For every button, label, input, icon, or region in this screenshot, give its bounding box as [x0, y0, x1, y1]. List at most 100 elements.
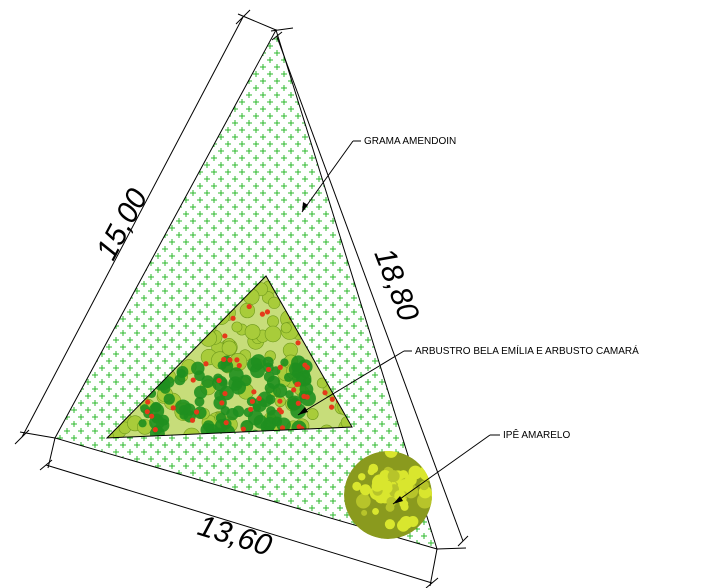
tree-leaf — [361, 509, 368, 516]
dimension-left — [14, 9, 277, 445]
flower-dot — [246, 303, 252, 310]
dark-shrub — [287, 395, 302, 411]
flower-dot — [240, 426, 246, 432]
callout-tree-label: IPÊ AMARELO — [503, 428, 570, 441]
tree-leaf — [404, 474, 417, 486]
dimension-right-label: 18,80 — [367, 244, 425, 326]
flower-dot — [219, 400, 225, 406]
dark-shrub — [194, 370, 205, 382]
tree-leaf — [387, 470, 400, 483]
shrub-clump — [264, 325, 282, 343]
shrub-clump — [266, 315, 279, 328]
shrub-clump — [119, 280, 132, 293]
flower-dot — [230, 315, 236, 321]
flower-dot — [236, 362, 242, 369]
dark-shrub — [193, 385, 208, 399]
tree-leaf — [368, 463, 379, 474]
tree-leaf — [356, 493, 371, 509]
flower-dot — [216, 377, 222, 384]
flower-dot — [249, 398, 255, 405]
flower-dot — [265, 366, 272, 373]
dark-shrub — [174, 399, 191, 416]
flower-dot — [295, 400, 301, 406]
tree-leaf — [385, 502, 395, 512]
shrub-clump — [231, 321, 243, 333]
shrub-clump — [268, 296, 281, 309]
dark-shrub — [272, 383, 288, 398]
tree-leaf — [358, 473, 366, 481]
shrub-clump — [221, 340, 237, 356]
flower-dot — [144, 409, 150, 415]
flower-dot — [152, 427, 158, 433]
flower-dot — [256, 395, 262, 402]
dark-shrub — [201, 375, 215, 389]
ipe-amarelo-tree-symbol — [344, 451, 432, 539]
dimension-left-label: 15,00 — [90, 183, 155, 265]
dark-shrub — [272, 416, 283, 427]
flower-dot — [222, 390, 228, 397]
flower-dot — [294, 381, 300, 388]
shrub-clump — [118, 276, 133, 286]
shrub-clump — [244, 324, 261, 340]
shrub-clump — [280, 322, 292, 334]
dimension-bottom — [39, 437, 439, 588]
callout-tree: IPÊ AMARELO — [392, 428, 570, 505]
dark-shrub — [257, 391, 274, 408]
dimension-right — [270, 27, 469, 550]
flower-dot — [277, 398, 283, 404]
flower-dot — [128, 282, 134, 289]
dark-shrub — [283, 372, 294, 382]
shrub-clump — [107, 298, 117, 312]
dark-shrub — [299, 382, 314, 397]
tree-leaf — [419, 480, 429, 491]
dimension-bottom-label: 13,60 — [194, 509, 276, 563]
flower-dot — [189, 417, 196, 423]
flower-dot — [264, 309, 271, 315]
flower-dot — [203, 361, 209, 367]
tree-leaf — [397, 519, 410, 532]
flower-dot — [277, 364, 283, 370]
tree-leaf — [384, 519, 396, 530]
flower-dot — [227, 357, 233, 363]
flower-dot — [328, 404, 335, 410]
flower-dot — [295, 340, 301, 346]
dark-shrub — [228, 367, 244, 383]
callout-shrubs: ARBUSTRO BELA EMÍLIA E ARBUSTO CAMARÁ — [297, 344, 639, 416]
dark-shrub — [138, 419, 147, 428]
flower-dot — [251, 389, 257, 395]
flower-dot — [276, 407, 283, 413]
flower-dot — [291, 387, 297, 393]
callout-grass: GRAMA AMENDOIN — [301, 136, 456, 213]
shrub-clump — [306, 408, 319, 421]
dark-shrub — [226, 407, 239, 421]
tree-leaf — [372, 507, 379, 515]
tree-leaf — [394, 490, 406, 502]
tree-leaf — [352, 481, 362, 491]
flower-dot — [170, 405, 176, 411]
dark-shrub — [158, 414, 170, 426]
flower-dot — [329, 396, 335, 402]
flower-dot — [279, 425, 286, 431]
flower-dot — [193, 409, 200, 415]
flower-dot — [301, 393, 307, 399]
dark-shrub — [266, 406, 276, 416]
dark-shrub — [240, 374, 252, 387]
flower-dot — [145, 399, 151, 405]
flower-dot — [302, 362, 308, 368]
tree-leaf — [371, 480, 383, 492]
tree-leaf — [360, 484, 372, 496]
tree-leaf — [407, 516, 419, 527]
flower-dot — [296, 424, 302, 430]
dark-shrub — [247, 410, 264, 426]
callout-grass-label: GRAMA AMENDOIN — [364, 136, 456, 147]
dark-shrub — [264, 382, 275, 394]
flower-dot — [259, 311, 266, 317]
flower-dot — [223, 420, 229, 426]
flower-dot — [234, 357, 240, 363]
flower-dot — [222, 333, 228, 339]
flower-dot — [221, 356, 227, 363]
dark-shrub — [163, 393, 175, 405]
flower-dot — [128, 276, 134, 281]
tree-leaf — [384, 451, 398, 458]
